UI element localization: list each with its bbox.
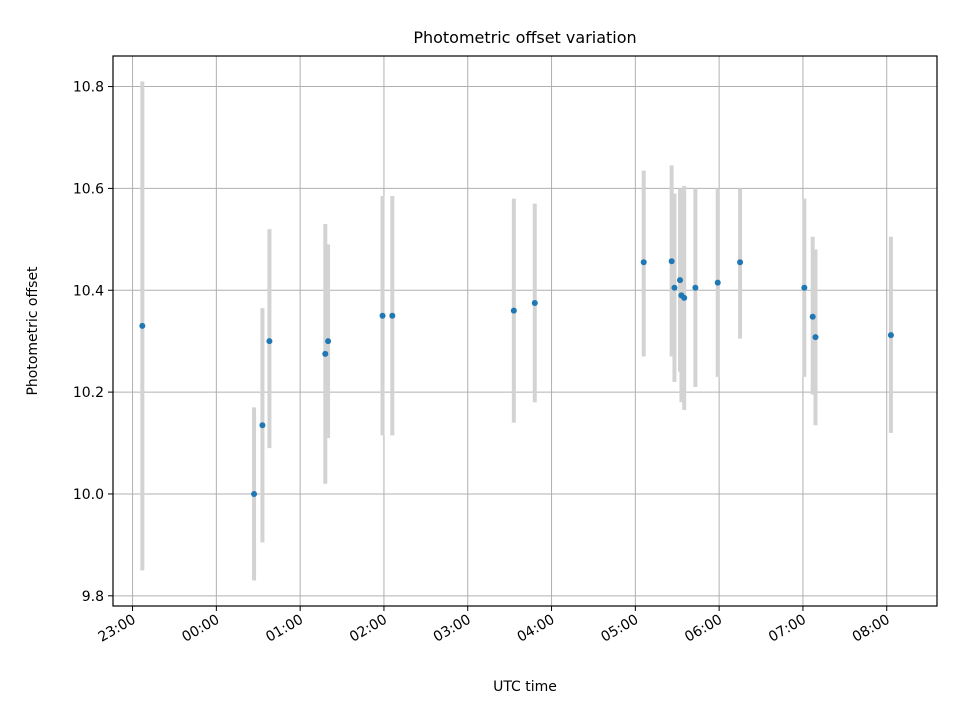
grid-lines xyxy=(113,56,937,606)
data-point xyxy=(510,307,517,314)
data-point xyxy=(692,284,699,291)
y-tick-label: 9.8 xyxy=(82,589,104,605)
plot-frame xyxy=(112,55,938,607)
x-tick-label: 02:00 xyxy=(347,612,390,646)
data-point xyxy=(139,322,146,329)
data-point xyxy=(714,279,721,286)
y-tick-label: 10.4 xyxy=(73,283,104,299)
x-tick-label: 23:00 xyxy=(96,612,139,646)
y-tick-label: 10.6 xyxy=(73,181,104,197)
data-point xyxy=(677,277,684,284)
x-tick-label: 04:00 xyxy=(515,612,558,646)
y-tick-label: 10.2 xyxy=(73,385,104,401)
x-tick-label: 00:00 xyxy=(179,612,222,646)
data-point xyxy=(801,284,808,291)
data-point xyxy=(809,313,816,320)
x-tick-label: 01:00 xyxy=(263,612,306,646)
data-point xyxy=(389,312,396,319)
y-axis-label: Photometric offset xyxy=(25,266,41,396)
x-tick-label: 07:00 xyxy=(766,612,809,646)
data-point xyxy=(640,259,647,266)
data-points xyxy=(139,258,894,497)
x-tick-label: 05:00 xyxy=(598,612,641,646)
x-axis-label: UTC time xyxy=(493,679,557,695)
data-point xyxy=(531,299,538,306)
x-tick-label: 03:00 xyxy=(431,612,474,646)
data-point xyxy=(266,338,273,345)
data-point xyxy=(668,258,675,265)
data-point xyxy=(681,294,688,301)
data-point xyxy=(671,284,678,291)
error-bars xyxy=(140,81,893,581)
chart-title: Photometric offset variation xyxy=(413,28,636,47)
data-point xyxy=(325,338,332,345)
x-tick-label: 06:00 xyxy=(682,612,725,646)
data-point xyxy=(812,334,819,341)
y-tick-label: 10.8 xyxy=(73,80,104,96)
data-point xyxy=(259,422,266,429)
data-point xyxy=(322,350,329,357)
y-tick-label: 10.0 xyxy=(73,487,104,503)
data-point xyxy=(379,312,386,319)
x-axis-ticks: 23:00 00:00 01:00 02:00 03:00 04:00 05:00 06:00… xyxy=(96,606,893,646)
x-tick-label: 08:00 xyxy=(850,612,893,646)
data-point xyxy=(737,259,744,266)
y-axis-ticks: 9.8 10.0 10.2 10.4 10.6 10.8 xyxy=(73,80,113,605)
data-point xyxy=(887,332,894,339)
data-point xyxy=(251,490,258,497)
